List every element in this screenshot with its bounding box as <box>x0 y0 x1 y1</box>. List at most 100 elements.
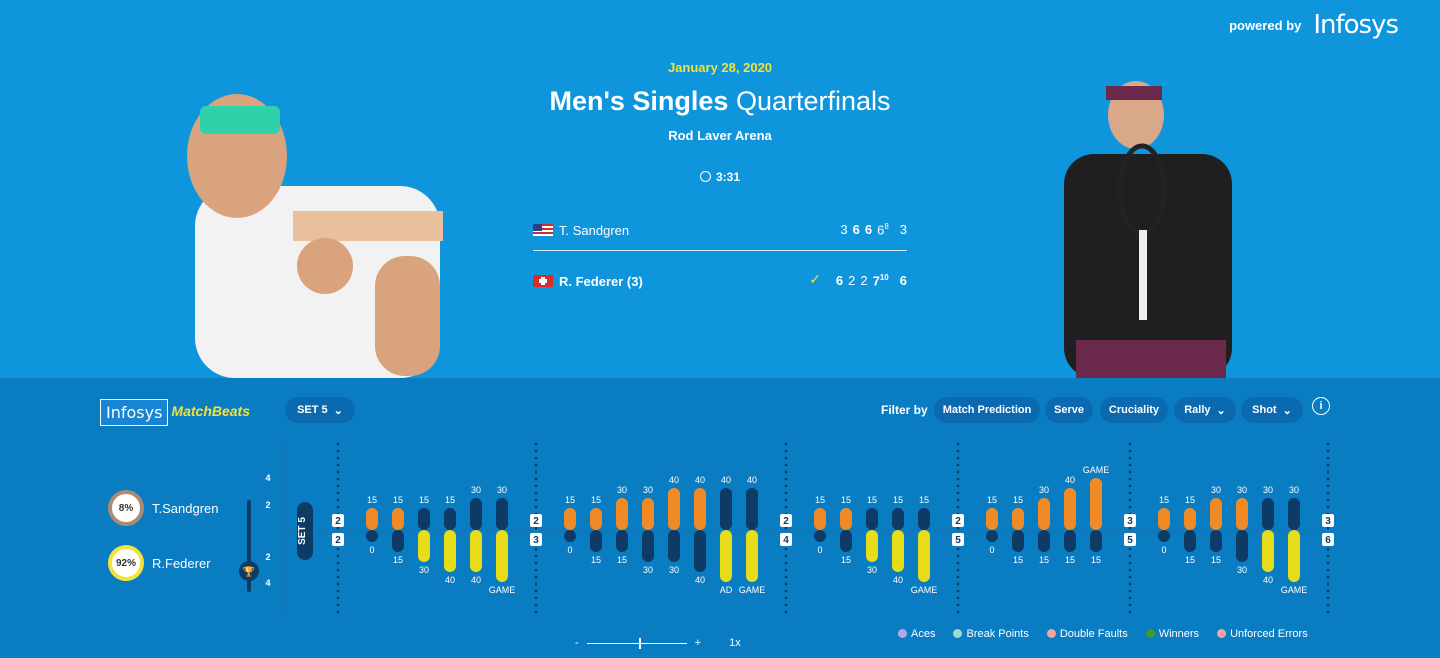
game-separator-dot <box>336 484 340 488</box>
game-score-chip <box>332 533 344 546</box>
game-separator-dot <box>534 477 538 481</box>
game-separator-dot <box>1326 505 1330 509</box>
point-bar-bottom <box>1236 530 1248 562</box>
point-bar-top <box>1288 498 1300 530</box>
game-separator-dot <box>534 463 538 467</box>
set-marker-label: SET 5 <box>297 517 308 545</box>
game-separator-dot <box>1128 449 1132 453</box>
point-score-bottom: 30 <box>669 565 679 575</box>
ace-icon <box>898 629 907 638</box>
legend: Aces Break Points Double Faults Winners … <box>898 628 1308 640</box>
point-bar-bottom <box>444 530 456 572</box>
player-name: R.Federer <box>152 555 211 571</box>
point-bar-top <box>1090 478 1102 530</box>
set-score: 3 <box>840 222 848 237</box>
game-separator-dot <box>1326 526 1330 530</box>
game-separator-dot <box>534 442 538 446</box>
zoom-out-button[interactable]: - <box>575 637 579 649</box>
game-separator-dot <box>336 470 340 474</box>
game-separator-dot <box>956 582 960 586</box>
duration-value: 3:31 <box>715 170 741 184</box>
point-score-bottom: 30 <box>867 565 877 575</box>
point-score-top: 30 <box>1211 485 1221 495</box>
point-bar-top <box>642 498 654 530</box>
axis-tick: 2 <box>265 552 270 562</box>
game-separator-dot <box>1326 498 1330 502</box>
game-separator-dot <box>1128 547 1132 551</box>
game-separator-dot <box>336 491 340 495</box>
filter-serve[interactable]: Serve <box>1045 397 1093 423</box>
game-separator-dot <box>956 554 960 558</box>
chevron-down-icon: ⌄ <box>333 404 343 417</box>
game-separator-dot <box>1326 554 1330 558</box>
game-separator-dot <box>784 526 788 530</box>
infosys-logo: Infosys <box>100 399 169 426</box>
point-bar-bottom <box>814 530 826 542</box>
point-bar-top <box>1210 498 1222 530</box>
point-score-top: 15 <box>393 495 403 505</box>
point-bar-top <box>1236 498 1248 530</box>
game-separator-dot <box>534 449 538 453</box>
point-score-top: 15 <box>1013 495 1023 505</box>
player-name: T. Sandgren <box>559 222 630 238</box>
zoom-in-button[interactable]: + <box>694 637 702 649</box>
point-bar-top <box>1262 498 1274 530</box>
game-score-chip <box>1322 533 1334 546</box>
point-bar-bottom <box>642 530 654 562</box>
point-score-top: 15 <box>1185 495 1195 505</box>
match-title-bold: Men's Singles <box>549 86 729 116</box>
zoom-slider[interactable] <box>586 637 687 649</box>
game-separator-dot <box>1326 491 1330 495</box>
game-separator-dot <box>956 610 960 614</box>
game-score: 5 <box>955 535 961 546</box>
game-separator-dot <box>534 491 538 495</box>
point-score-bottom: GAME <box>739 585 766 595</box>
filter-rally[interactable]: Rally ⌄ <box>1174 397 1236 423</box>
point-bar-bottom <box>1012 530 1024 552</box>
game-separator-dot <box>336 526 340 530</box>
game-separator-dot <box>336 561 340 565</box>
game-separator-dot <box>956 575 960 579</box>
game-separator-dot <box>1128 610 1132 614</box>
game-separator-dot <box>956 477 960 481</box>
point-score-bottom: 40 <box>695 575 705 585</box>
game-separator-dot <box>1128 596 1132 600</box>
point-bar-bottom <box>986 530 998 542</box>
set-score: 6 <box>864 222 873 237</box>
zoom-control: - + 1x <box>575 637 741 649</box>
point-bar-top <box>866 508 878 530</box>
game-score-chip <box>332 514 344 527</box>
game-score: 4 <box>783 535 789 546</box>
matchbeats-logo: Infosys MatchBeats <box>100 399 253 426</box>
point-bar-top <box>840 508 852 530</box>
info-icon[interactable]: i <box>1312 397 1330 415</box>
point-bar-bottom <box>1288 530 1300 582</box>
game-separator-dot <box>534 547 538 551</box>
game-separator-dot <box>956 470 960 474</box>
switzerland-flag-icon <box>533 275 553 287</box>
filter-cruciality[interactable]: Cruciality <box>1100 397 1168 423</box>
filter-shot[interactable]: Shot ⌄ <box>1241 397 1303 423</box>
filter-match-prediction[interactable]: Match Prediction <box>934 397 1040 423</box>
point-bar-bottom <box>616 530 628 552</box>
game-separator-dot <box>534 610 538 614</box>
match-title-rest: Quarterfinals <box>735 86 891 116</box>
set-selector[interactable]: SET 5 ⌄ <box>285 397 355 423</box>
set-score: 68 <box>877 222 889 238</box>
match-venue: Rod Laver Arena <box>668 128 772 143</box>
game-separator-dot <box>336 456 340 460</box>
set-score: 6 <box>899 273 907 288</box>
game-score: 3 <box>1325 516 1331 527</box>
tiebreak-score: 10 <box>879 273 889 282</box>
game-separator-dot <box>336 610 340 614</box>
game-score: 6 <box>1325 535 1331 546</box>
game-separator-dot <box>1326 610 1330 614</box>
game-separator-dot <box>784 463 788 467</box>
point-score-top: 30 <box>471 485 481 495</box>
game-separator-dot <box>784 589 788 593</box>
match-date: January 28, 2020 <box>667 60 773 75</box>
zoom-slider-handle[interactable] <box>638 637 641 649</box>
game-separator-dot <box>784 603 788 607</box>
point-score-top: 30 <box>1237 485 1247 495</box>
game-score-chip <box>1124 514 1136 527</box>
